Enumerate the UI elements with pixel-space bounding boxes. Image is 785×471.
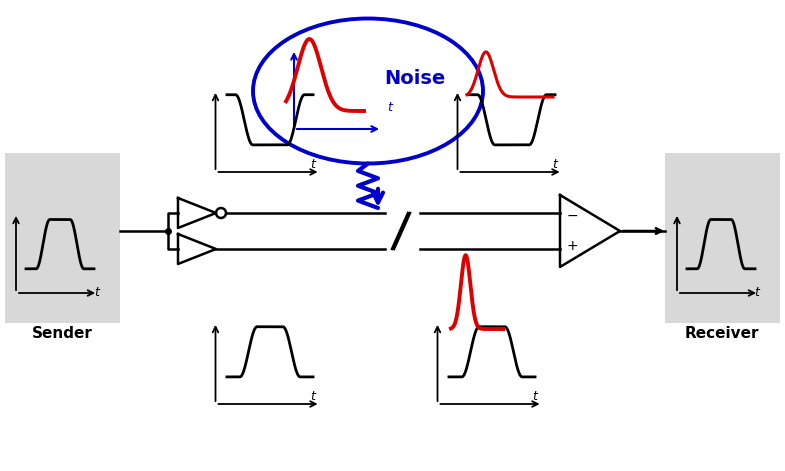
Text: t: t [532, 390, 537, 403]
Text: Noise: Noise [385, 70, 446, 89]
Text: t: t [552, 158, 557, 171]
Text: Receiver: Receiver [685, 325, 759, 341]
Ellipse shape [253, 18, 483, 163]
Text: t: t [388, 101, 392, 114]
Text: t: t [94, 286, 100, 299]
Text: +: + [567, 239, 579, 253]
Text: t: t [754, 286, 759, 299]
Text: t: t [310, 158, 315, 171]
Bar [665, 153, 780, 323]
Text: −: − [567, 209, 579, 223]
Text: Sender: Sender [31, 325, 93, 341]
Bar [5, 153, 120, 323]
Text: t: t [310, 390, 315, 403]
